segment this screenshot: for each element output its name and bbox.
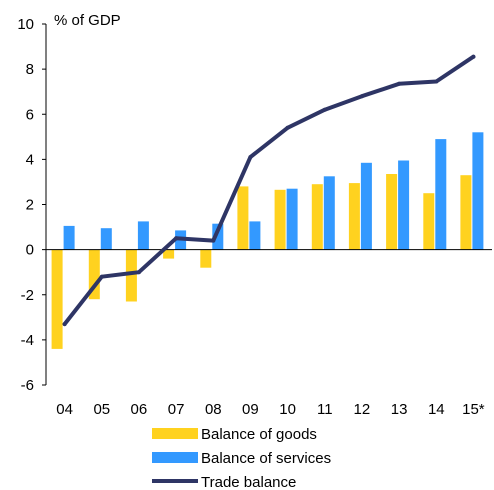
- x-tick-label-05: 05: [93, 401, 110, 418]
- x-tick-label-09: 09: [242, 401, 259, 418]
- bar-balance-of-services-04: [63, 225, 75, 250]
- point-trade-balance-10: [285, 125, 290, 130]
- y-axis-unit-label: % of GDP: [54, 12, 121, 29]
- bar-balance-of-services-06: [137, 221, 149, 250]
- bar-balance-of-goods-13: [386, 174, 398, 250]
- point-trade-balance-11: [322, 107, 327, 112]
- point-trade-balance-05: [99, 274, 104, 279]
- legend-swatch-balance-of-goods: [152, 428, 198, 439]
- x-tick-label-07: 07: [168, 401, 185, 418]
- point-trade-balance-06: [136, 270, 141, 275]
- bar-balance-of-goods-04: [51, 249, 63, 349]
- legend-swatch-balance-of-services: [152, 452, 198, 463]
- point-trade-balance-12: [359, 94, 364, 99]
- bar-balance-of-services-11: [323, 176, 335, 250]
- y-tick-label-6: 6: [26, 106, 34, 123]
- x-tick-label-12: 12: [354, 401, 371, 418]
- legend-label-balance-of-goods: Balance of goods: [201, 426, 317, 443]
- point-trade-balance-14: [434, 79, 439, 84]
- x-tick-label-10: 10: [279, 401, 296, 418]
- bar-balance-of-services-09: [249, 221, 261, 250]
- y-tick-label-8: 8: [26, 61, 34, 78]
- line-layer: [62, 54, 476, 327]
- y-tick-label-4: 4: [26, 151, 34, 168]
- bar-balance-of-goods-15: [460, 175, 472, 250]
- point-trade-balance-04: [62, 322, 67, 327]
- x-tick-label-14: 14: [428, 401, 445, 418]
- point-trade-balance-07: [174, 236, 179, 241]
- legend: Balance of goods Balance of services Trade…: [152, 426, 331, 490]
- y-tick-label--2: -2: [21, 287, 34, 304]
- bar-balance-of-services-14: [435, 139, 447, 250]
- line-trade-balance: [62, 54, 476, 327]
- bar-balance-of-goods-14: [423, 193, 435, 250]
- x-tick-label-08: 08: [205, 401, 222, 418]
- x-tick-label-13: 13: [391, 401, 408, 418]
- bar-balance-of-goods-07: [163, 249, 175, 259]
- bar-balance-of-goods-05: [88, 249, 100, 300]
- bar-balance-of-services-13: [398, 160, 410, 250]
- bar-balance-of-services-08: [212, 223, 224, 250]
- x-tick-label-06: 06: [131, 401, 148, 418]
- x-tick-label-11: 11: [317, 401, 333, 418]
- y-tick-label--4: -4: [21, 332, 34, 349]
- point-trade-balance-08: [211, 238, 216, 243]
- point-trade-balance-13: [397, 81, 402, 86]
- bar-balance-of-services-15: [472, 132, 484, 250]
- bar-balance-of-services-05: [100, 228, 112, 250]
- x-tick-label-04: 04: [56, 401, 73, 418]
- bar-balance-of-goods-08: [200, 249, 212, 268]
- y-tick-label-2: 2: [26, 197, 34, 214]
- point-trade-balance-15: [471, 54, 476, 59]
- y-tick-label-10: 10: [17, 16, 34, 33]
- bar-balance-of-goods-09: [237, 186, 249, 250]
- y-tick-label--6: -6: [21, 377, 34, 394]
- y-tick-label-0: 0: [26, 242, 34, 259]
- legend-label-trade-balance: Trade balance: [201, 474, 296, 490]
- legend-label-balance-of-services: Balance of services: [201, 450, 331, 467]
- point-trade-balance-09: [248, 155, 253, 160]
- bar-balance-of-goods-06: [125, 249, 137, 302]
- bar-balance-of-services-12: [360, 162, 372, 250]
- bar-layer: [51, 132, 484, 349]
- x-tick-label-15-star: 15*: [462, 401, 485, 418]
- bar-balance-of-goods-10: [274, 189, 286, 250]
- bar-balance-of-services-10: [286, 188, 298, 250]
- bar-balance-of-goods-11: [311, 184, 323, 250]
- bar-balance-of-goods-12: [348, 183, 360, 250]
- axis-layer: 10 8 6 4 2 0 -2 -4 -6 04 05 06 07 08 09 10 11 12 13 14 15*: [17, 16, 492, 418]
